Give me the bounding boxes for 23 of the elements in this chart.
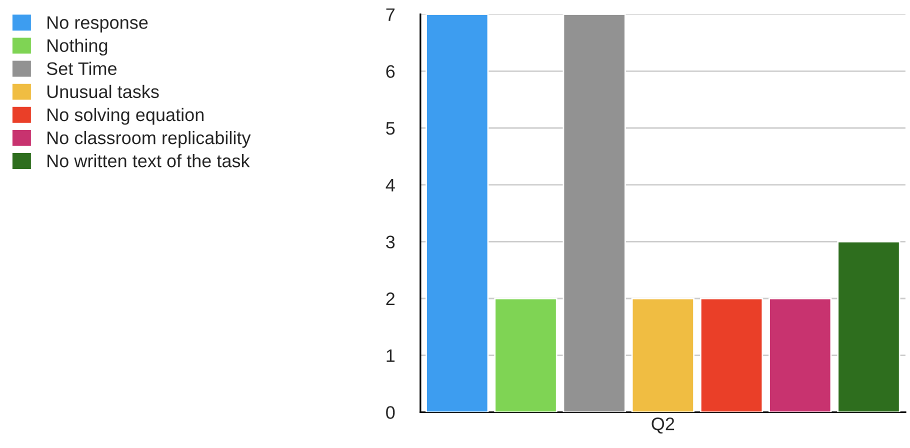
legend-label: No written text of the task [48,154,250,168]
y-tick-label: 7 [386,8,395,21]
legend-label: Nothing [48,38,108,56]
bar [562,14,626,412]
bar [631,298,694,412]
y-tick-label: 0 [386,406,395,419]
bar [426,14,489,412]
bar [768,298,832,412]
y-tick-label: 6 [386,65,395,78]
y-tick-label: 1 [386,349,395,362]
legend-label: No classroom replicability [48,130,251,148]
x-tick-label: Q2 [652,418,674,434]
legend-label: No response [48,16,148,32]
legend-label: Set Time [46,62,117,76]
legend-label: Unusual tasks [47,84,159,98]
y-tick-label: 2 [386,292,395,306]
y-tick-label: 5 [386,122,395,135]
bar [494,298,558,412]
y-tick-label: 3 [386,236,395,248]
y-tick-label: 4 [386,178,395,192]
bar [837,240,900,412]
legend-label: No solving equation [48,108,204,125]
bar [700,298,764,412]
